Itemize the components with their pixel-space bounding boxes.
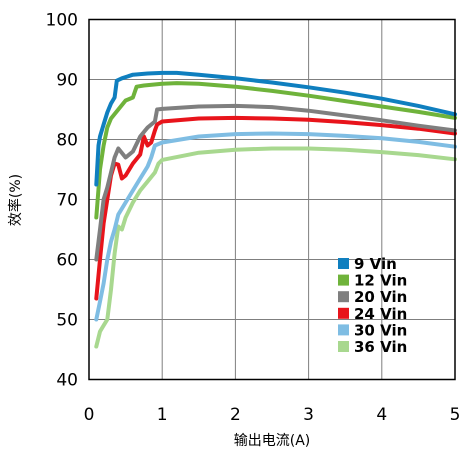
y-tick-label: 60 — [56, 251, 78, 271]
legend-swatch — [338, 291, 349, 303]
y-tick-label: 100 — [46, 11, 78, 31]
x-tick-label: 3 — [303, 405, 314, 425]
x-tick-label: 0 — [84, 405, 95, 425]
legend-label: 12 Vin — [354, 272, 407, 290]
y-tick-label: 80 — [56, 131, 78, 151]
y-tick-label: 40 — [56, 371, 78, 391]
legend-label: 36 Vin — [354, 338, 407, 356]
x-tick-label: 5 — [450, 405, 461, 425]
series-line-9-vin — [94, 70, 457, 187]
series-line-12-vin — [94, 81, 457, 220]
x-tick-label: 1 — [157, 405, 168, 425]
legend-swatch — [338, 274, 349, 286]
legend-swatch — [338, 324, 349, 336]
y-tick-label: 90 — [56, 71, 78, 91]
plot-frame — [88, 18, 456, 381]
y-tick-label: 50 — [56, 311, 78, 331]
legend-label: 30 Vin — [354, 321, 407, 339]
series-lines — [94, 70, 457, 349]
legend-label: 20 Vin — [354, 288, 407, 306]
legend-label: 24 Vin — [354, 305, 407, 323]
tick-labels: 0 1 2 3 4 5 40 50 60 70 80 90 100 — [46, 11, 461, 426]
series-line-36-vin — [94, 146, 457, 349]
x-axis-label: 输出电流(A) — [234, 433, 311, 449]
series-line-20-vin — [94, 103, 457, 262]
y-axis-label: 效率(%) — [7, 174, 24, 226]
legend-swatch — [338, 307, 349, 319]
y-tick-label: 70 — [56, 191, 78, 211]
legend-swatch — [338, 258, 349, 269]
legend-label: 9 Vin — [354, 255, 397, 273]
x-tick-label: 4 — [376, 405, 387, 425]
x-tick-label: 2 — [230, 405, 241, 425]
series-line-30-vin — [94, 131, 457, 322]
legend-swatch — [338, 341, 349, 352]
